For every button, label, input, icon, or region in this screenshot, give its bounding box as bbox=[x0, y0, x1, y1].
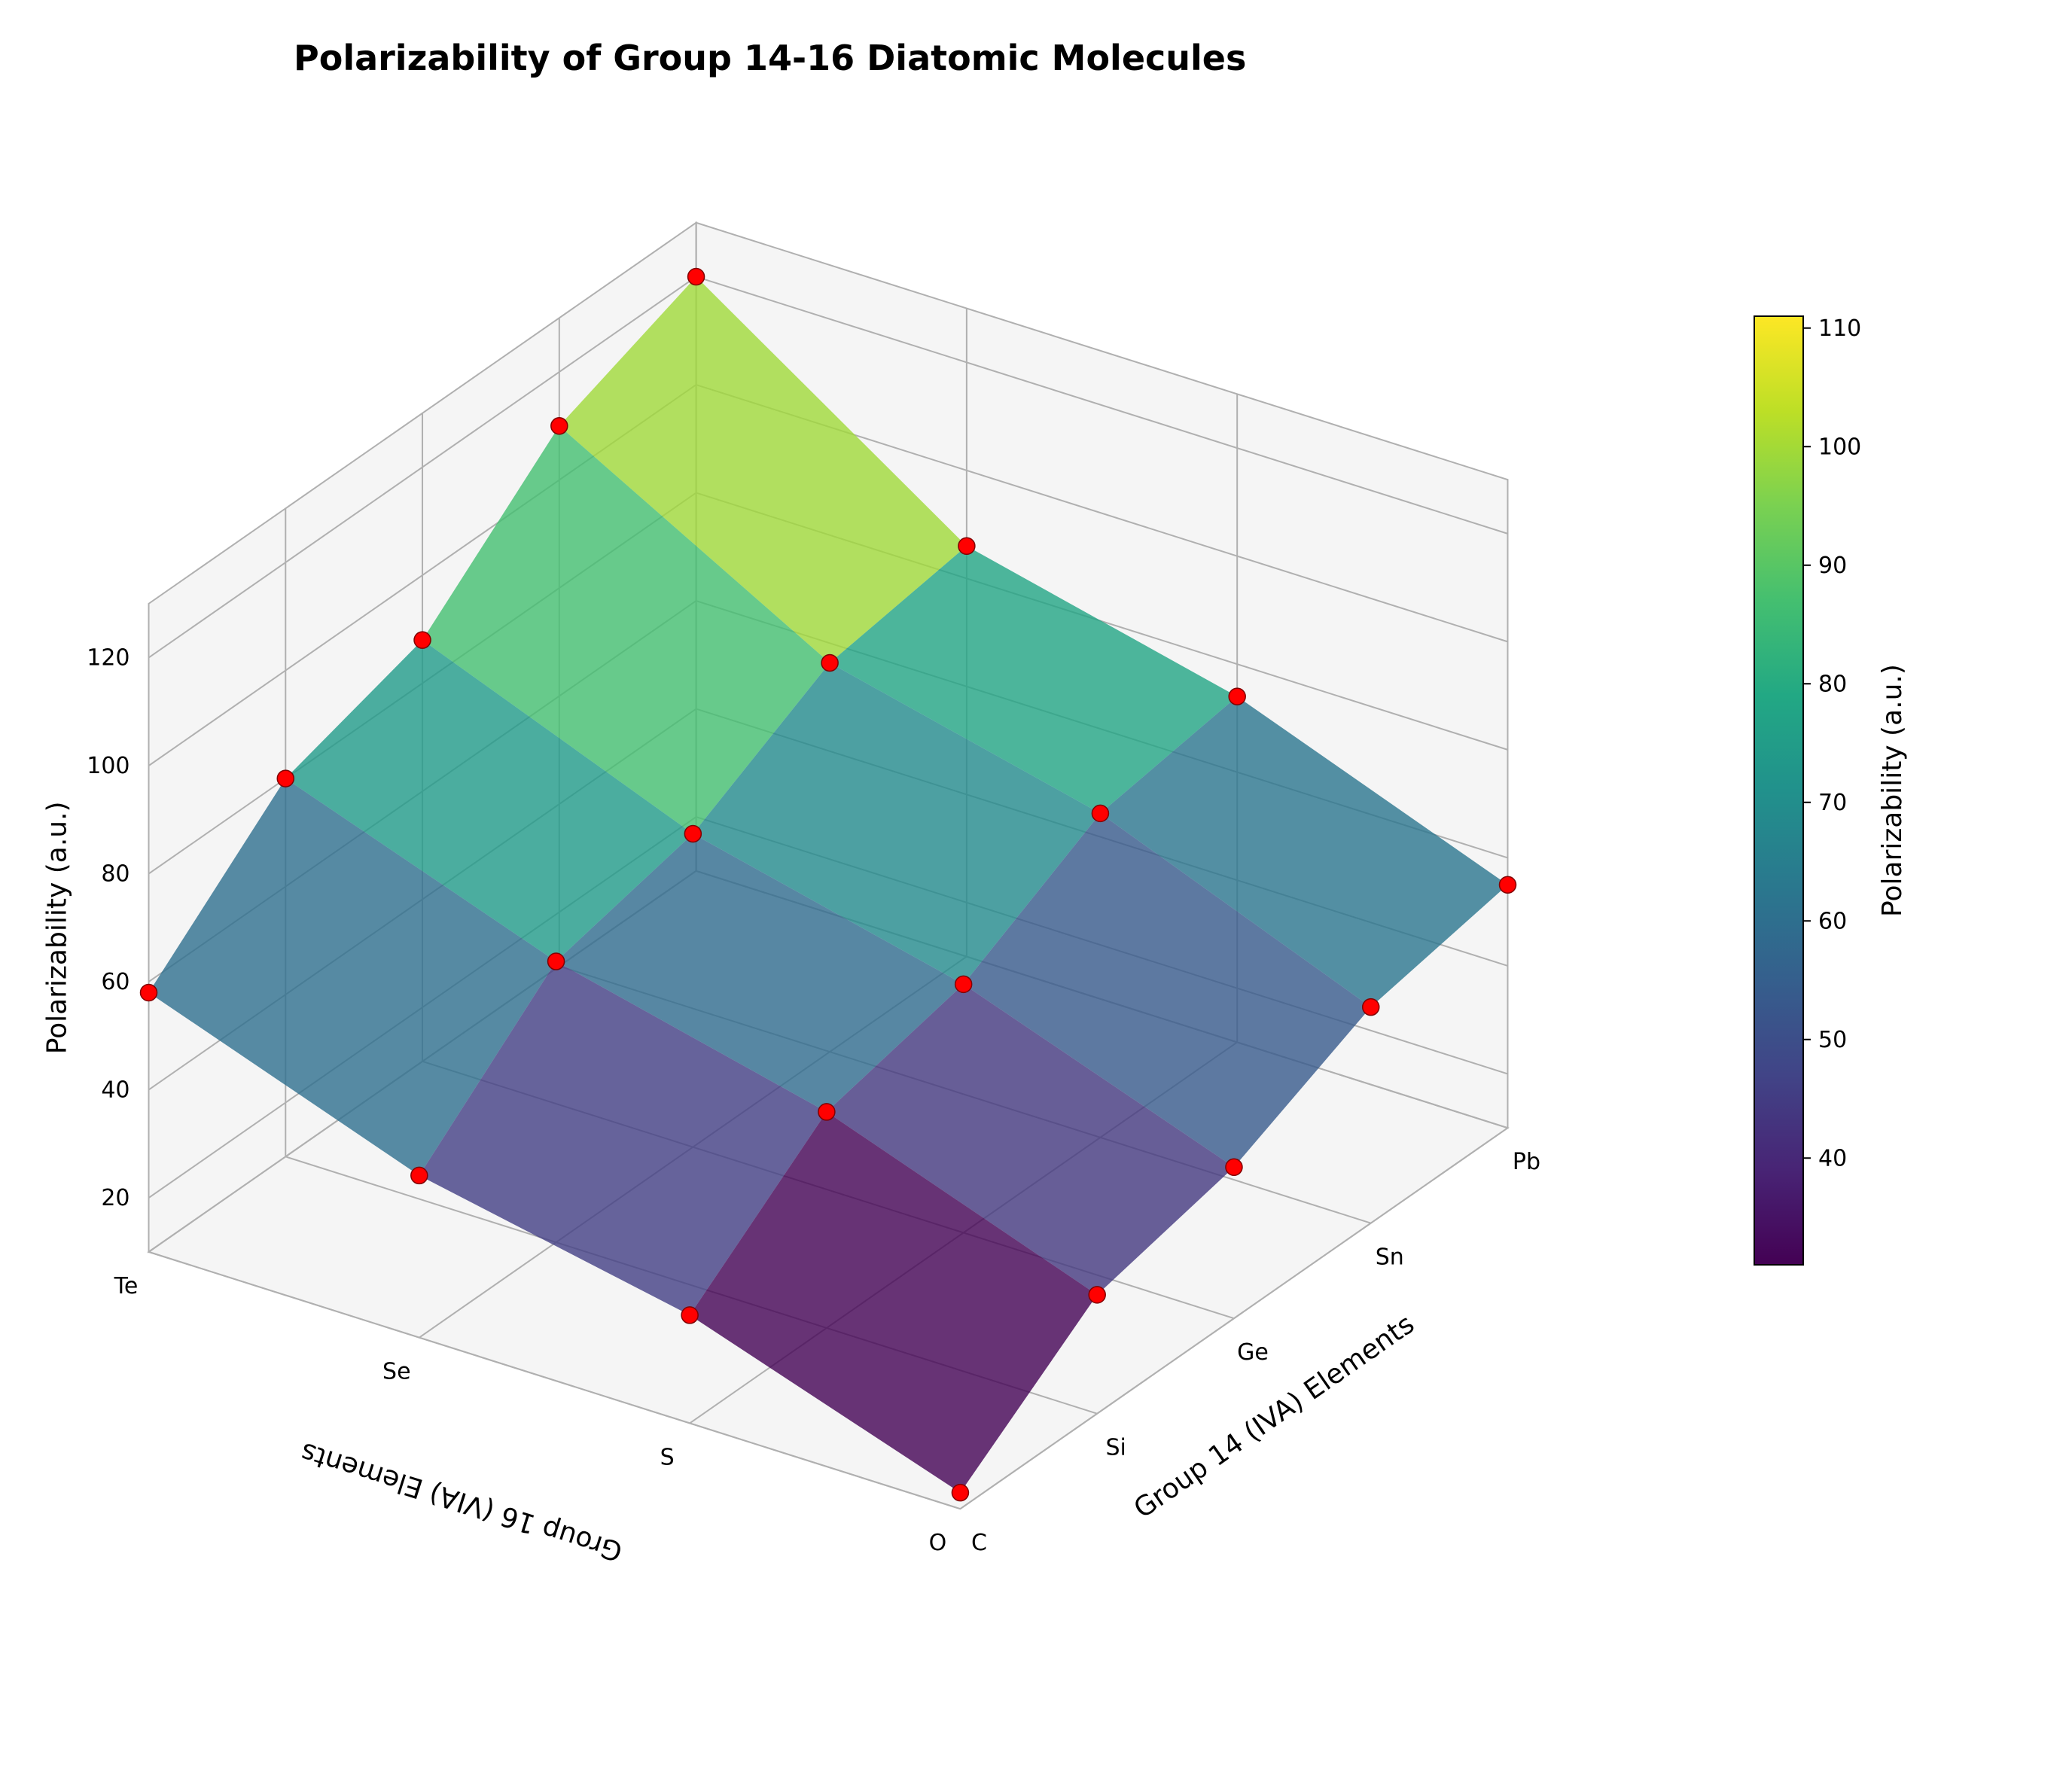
data-point bbox=[821, 654, 838, 671]
y-tick-label: Se bbox=[382, 1359, 411, 1385]
data-point bbox=[1092, 805, 1108, 821]
data-point bbox=[277, 770, 294, 787]
colorbar-tick-label: 40 bbox=[1818, 1145, 1847, 1171]
data-point bbox=[955, 976, 972, 992]
data-point bbox=[688, 269, 705, 285]
chart-title: Polarizability of Group 14-16 Diatomic M… bbox=[294, 38, 1246, 78]
chart-3d-scene: CSiGeSnPbGroup 14 (IVA) ElementsOSSeTeGr… bbox=[0, 0, 2072, 1782]
z-tick-label: 80 bbox=[101, 861, 130, 888]
z-tick-label: 40 bbox=[101, 1077, 130, 1104]
data-point bbox=[548, 953, 565, 970]
colorbar-tick-label: 70 bbox=[1818, 790, 1847, 816]
data-point bbox=[958, 538, 975, 554]
x-tick-label: C bbox=[971, 1530, 987, 1556]
y-axis-label: Group 16 (VIA) Elements bbox=[297, 1436, 626, 1567]
data-point bbox=[551, 418, 568, 434]
data-point bbox=[952, 1485, 968, 1501]
colorbar-tick-label: 110 bbox=[1818, 315, 1861, 342]
data-point bbox=[141, 984, 157, 1001]
y-tick-label: S bbox=[660, 1444, 675, 1470]
data-point bbox=[1226, 1159, 1242, 1175]
y-tick-label: O bbox=[929, 1530, 947, 1556]
x-tick-label: Si bbox=[1106, 1435, 1126, 1461]
data-point bbox=[411, 1167, 428, 1183]
y-tick-label: Te bbox=[114, 1273, 139, 1299]
colorbar-label: Polarizability (a.u.) bbox=[1877, 664, 1908, 917]
data-point bbox=[414, 632, 431, 648]
colorbar-tick-label: 80 bbox=[1818, 671, 1847, 697]
z-axis-label: Polarizability (a.u.) bbox=[42, 801, 73, 1054]
z-tick-label: 60 bbox=[101, 969, 130, 995]
z-tick-label: 20 bbox=[101, 1185, 130, 1211]
data-point bbox=[1500, 876, 1516, 893]
colorbar-tick-label: 90 bbox=[1818, 553, 1847, 579]
data-point bbox=[1089, 1287, 1105, 1303]
x-tick-label: Ge bbox=[1237, 1339, 1269, 1366]
data-point bbox=[1229, 688, 1245, 705]
z-tick-label: 120 bbox=[87, 645, 130, 672]
z-tick-label: 100 bbox=[87, 753, 130, 779]
colorbar-tick-label: 50 bbox=[1818, 1027, 1847, 1053]
colorbar-tick-label: 100 bbox=[1818, 434, 1861, 460]
colorbar bbox=[1754, 316, 1803, 1265]
x-tick-label: Sn bbox=[1376, 1244, 1404, 1271]
data-point bbox=[1363, 999, 1379, 1016]
chart-container: Polarizability of Group 14-16 Diatomic M… bbox=[0, 0, 2072, 1782]
colorbar-tick-label: 60 bbox=[1818, 908, 1847, 934]
x-tick-label: Pb bbox=[1513, 1149, 1540, 1175]
data-point bbox=[681, 1307, 698, 1324]
data-point bbox=[818, 1104, 835, 1120]
data-point bbox=[684, 825, 701, 842]
